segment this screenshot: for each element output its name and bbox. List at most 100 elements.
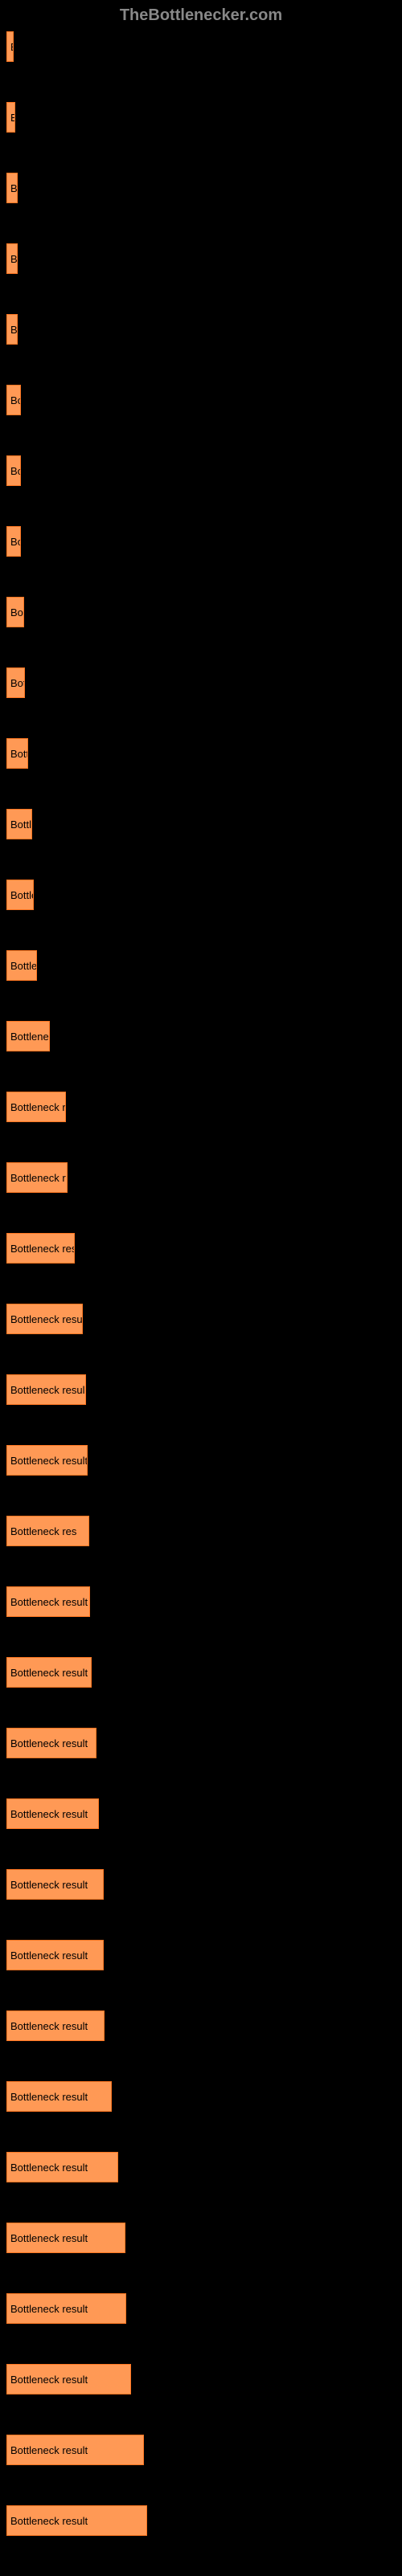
bar-row: Bottleneck result	[6, 1445, 396, 1476]
bar: B	[6, 31, 14, 62]
bar-label: Bottleneck result	[10, 1596, 88, 1608]
bar-label: Bottleneck resu	[10, 1243, 75, 1255]
bar: Bottleneck result	[6, 1657, 92, 1688]
bar-label: Bottleneck result	[10, 2091, 88, 2103]
bar: Bo	[6, 526, 21, 557]
bar-label: Bot	[10, 677, 25, 689]
bar: Bottleneck resu	[6, 1233, 75, 1264]
bar: Bottleneck result	[6, 2293, 126, 2324]
bar-row: Bottleneck result	[6, 2435, 396, 2465]
bar: Bottleneck result	[6, 1304, 83, 1334]
bar: Bottleneck result	[6, 1586, 90, 1617]
bar-label: Bottle	[10, 960, 37, 972]
bar-label: Bo	[10, 536, 21, 548]
bar-label: Bott	[10, 748, 28, 760]
bar: Bottleneck	[6, 1021, 50, 1051]
bar-row: Bo	[6, 455, 396, 486]
bar: Bottleneck re	[6, 1092, 66, 1122]
bar: Bottleneck result	[6, 1869, 104, 1900]
bar-row: Bottle	[6, 950, 396, 981]
bar-label: Bottleneck res	[10, 1525, 76, 1537]
bar: Bottleneck result	[6, 1798, 99, 1829]
bar-label: Bottleneck resul	[10, 1384, 85, 1396]
bar: Bottleneck result	[6, 2435, 144, 2465]
bar-row: Bottleneck result	[6, 2081, 396, 2112]
bar-row: Bot	[6, 597, 396, 627]
bar: Bo	[6, 173, 18, 203]
bar: Bo	[6, 243, 18, 274]
bar-label: Bottleneck result	[10, 2374, 88, 2386]
bar: Bottleneck result	[6, 2505, 147, 2536]
bar-row: Bottleneck result	[6, 2223, 396, 2253]
bar: Bottleneck result	[6, 1445, 88, 1476]
bar-row: Bottleneck resul	[6, 1374, 396, 1405]
bar-row: Bottleneck result	[6, 1657, 396, 1688]
bar-label: Bottleneck r	[10, 1172, 66, 1184]
bar-row: Bottleneck result	[6, 1869, 396, 1900]
bar-label: Bottleneck result	[10, 2020, 88, 2032]
bar-label: Bo	[10, 324, 18, 336]
bar-row: Bo	[6, 314, 396, 345]
bar-row: Bottleneck	[6, 1021, 396, 1051]
bar: Bo	[6, 455, 21, 486]
bar-label: Bottleneck result	[10, 1737, 88, 1749]
bar-row: Bottle	[6, 809, 396, 839]
bar-label: Bo	[10, 465, 21, 477]
bar-row: Bottleneck result	[6, 2364, 396, 2394]
bar-row: Bott	[6, 738, 396, 769]
bar-row: Bottleneck resu	[6, 1233, 396, 1264]
bar-row: Bottleneck result	[6, 1940, 396, 1970]
bar-row: Bottleneck result	[6, 2011, 396, 2041]
bottleneck-bar-chart: B B Bo Bo Bo Bot Bo Bo Bot Bot Bott Bottle Bottle Bot…	[0, 31, 402, 2536]
bar-label: Bottleneck result	[10, 2303, 88, 2315]
bar-row: Bo	[6, 173, 396, 203]
bar-label: Bottleneck result	[10, 2232, 88, 2244]
bar-label: Bottleneck result	[10, 1667, 88, 1679]
bar-label: Bottleneck result	[10, 1455, 88, 1467]
bar: Bottleneck result	[6, 2223, 125, 2253]
bar-row: Bottleneck result	[6, 1304, 396, 1334]
bar-row: Bottleneck r	[6, 1162, 396, 1193]
bar: Bottleneck r	[6, 1162, 68, 1193]
watermark-text: TheBottlenecker.com	[0, 0, 402, 31]
bar: Bottleneck result	[6, 2364, 131, 2394]
bar: Bo	[6, 314, 18, 345]
bar: Bottleneck result	[6, 1728, 96, 1758]
bar: Bottleneck result	[6, 1940, 104, 1970]
bar-row: Bottleneck result	[6, 2505, 396, 2536]
bar-label: Bottleneck result	[10, 1879, 88, 1891]
bar: Bottleneck result	[6, 2081, 112, 2112]
bar-label: Bottleneck result	[10, 1313, 83, 1325]
bar: Bot	[6, 667, 25, 698]
bar: Bottleneck res	[6, 1516, 89, 1546]
bar: Bot	[6, 597, 24, 627]
bar-row: Bottleneck res	[6, 1516, 396, 1546]
bar-row: Bottleneck result	[6, 1728, 396, 1758]
bar-label: Bo	[10, 253, 18, 265]
bar: Bot	[6, 385, 21, 415]
bar-row: Bottleneck result	[6, 2152, 396, 2182]
bar-row: B	[6, 31, 396, 62]
bar-label: Bottleneck	[10, 1031, 50, 1043]
bar-label: Bo	[10, 182, 18, 194]
bar-label: Bottleneck re	[10, 1101, 66, 1113]
bar-row: Bottleneck result	[6, 1798, 396, 1829]
bar: Bottleneck resul	[6, 1374, 86, 1405]
bar-row: Bottleneck result	[6, 1586, 396, 1617]
bar-row: B	[6, 102, 396, 133]
bar-row: Bottle	[6, 880, 396, 910]
bar-row: Bo	[6, 243, 396, 274]
bar-row: Bottleneck result	[6, 2293, 396, 2324]
bar-label: B	[10, 41, 14, 53]
bar-row: Bot	[6, 385, 396, 415]
bar-label: Bottleneck result	[10, 2444, 88, 2456]
bar-row: Bo	[6, 526, 396, 557]
bar: Bottleneck result	[6, 2011, 105, 2041]
bar: Bottleneck result	[6, 2152, 118, 2182]
bar-label: Bot	[10, 606, 24, 618]
bar-label: Bottleneck result	[10, 1808, 88, 1820]
bar: B	[6, 102, 15, 133]
bar-row: Bot	[6, 667, 396, 698]
bar-label: Bottleneck result	[10, 2162, 88, 2174]
bar: Bottle	[6, 880, 34, 910]
